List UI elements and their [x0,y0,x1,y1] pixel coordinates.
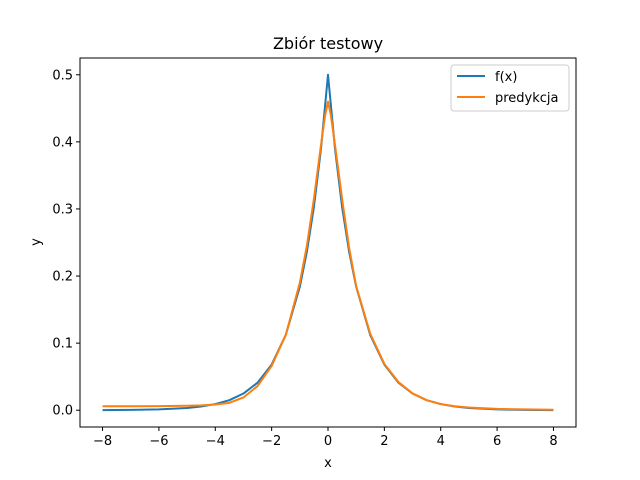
y-tick-label: 0.1 [52,337,73,352]
chart-title: Zbiór testowy [273,34,383,53]
y-axis: 0.0 0.1 0.2 0.3 0.4 0.5 [52,68,80,419]
x-tick-label: 2 [380,434,388,449]
y-axis-label: y [29,238,44,246]
x-tick-label: −2 [262,434,281,449]
y-tick-label: 0.4 [52,135,73,150]
y-tick-label: 0.5 [52,68,73,83]
legend-label-fx: f(x) [495,70,517,85]
x-tick-label: 6 [493,434,501,449]
y-tick-label: 0.0 [52,404,73,419]
legend-label-predykcja: predykcja [495,91,559,106]
x-tick-label: −8 [93,434,112,449]
x-axis: −8 −6 −4 −2 0 2 4 6 8 [93,427,558,449]
y-tick-label: 0.3 [52,202,73,217]
legend: f(x) predykcja [450,64,570,112]
x-tick-label: −6 [149,434,168,449]
series-line-predykcja [102,100,554,411]
y-tick-label: 0.2 [52,270,73,285]
x-tick-label: 4 [437,434,445,449]
x-tick-label: 8 [549,434,557,449]
x-tick-label: 0 [324,434,332,449]
x-axis-label: x [324,456,332,471]
series-layer [102,73,554,412]
x-tick-label: −4 [206,434,225,449]
